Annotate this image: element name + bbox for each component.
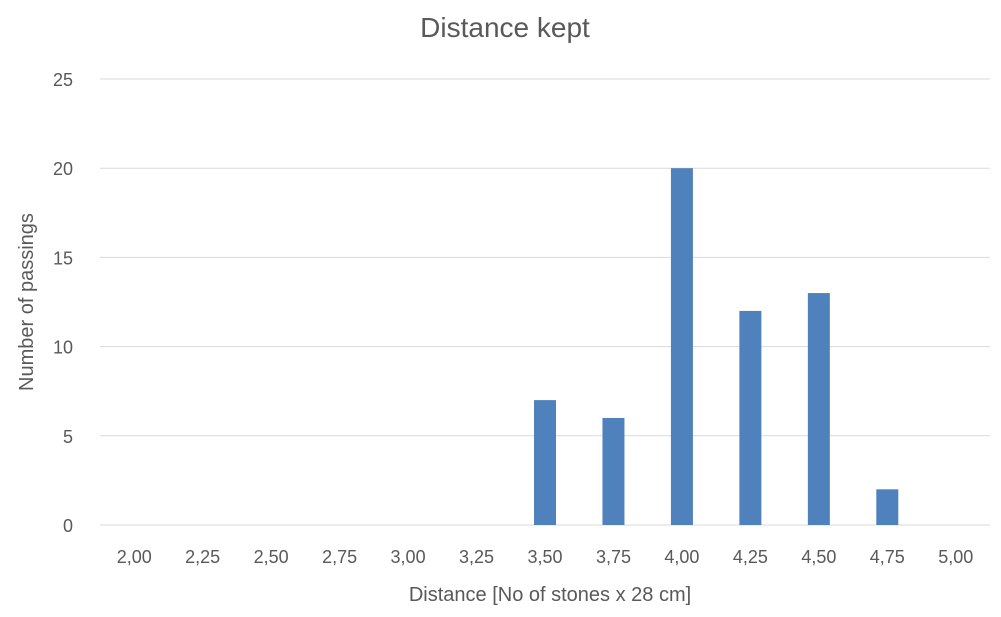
x-tick-label: 2,50 [254, 547, 289, 567]
x-tick-label: 4,00 [664, 547, 699, 567]
x-tick-label: 3,00 [391, 547, 426, 567]
x-tick-label: 2,25 [185, 547, 220, 567]
chart-title: Distance kept [420, 12, 590, 43]
x-axis-ticks: 2,00 2,25 2,50 2,75 3,00 3,25 3,50 3,75 4,00 4,25… [117, 547, 974, 567]
bars [534, 168, 899, 525]
y-axis-label: Number of passings [16, 213, 38, 391]
bar-3-75 [602, 417, 625, 525]
y-tick-label: 25 [53, 70, 73, 90]
x-tick-label: 3,75 [596, 547, 631, 567]
x-tick-label: 5,00 [938, 547, 973, 567]
y-tick-label: 15 [53, 248, 73, 268]
x-tick-label: 4,25 [733, 547, 768, 567]
y-tick-label: 5 [63, 427, 73, 447]
bar-4-50 [807, 293, 830, 525]
x-tick-label: 4,75 [870, 547, 905, 567]
x-tick-label: 3,50 [527, 547, 562, 567]
gridlines [100, 78, 990, 526]
y-tick-label: 10 [53, 338, 73, 358]
bar-4-25 [739, 310, 762, 525]
bar-3-50 [534, 400, 556, 525]
y-axis-ticks: 0 5 10 15 20 25 [53, 70, 73, 536]
y-tick-label: 0 [63, 516, 73, 536]
bar-4-75 [876, 489, 899, 525]
bar-4-00 [670, 168, 693, 525]
x-tick-label: 2,00 [117, 547, 152, 567]
y-tick-label: 20 [53, 159, 73, 179]
x-tick-label: 3,25 [459, 547, 494, 567]
x-tick-label: 2,75 [322, 547, 357, 567]
x-axis-label: Distance [No of stones x 28 cm] [409, 584, 691, 606]
x-tick-label: 4,50 [801, 547, 836, 567]
